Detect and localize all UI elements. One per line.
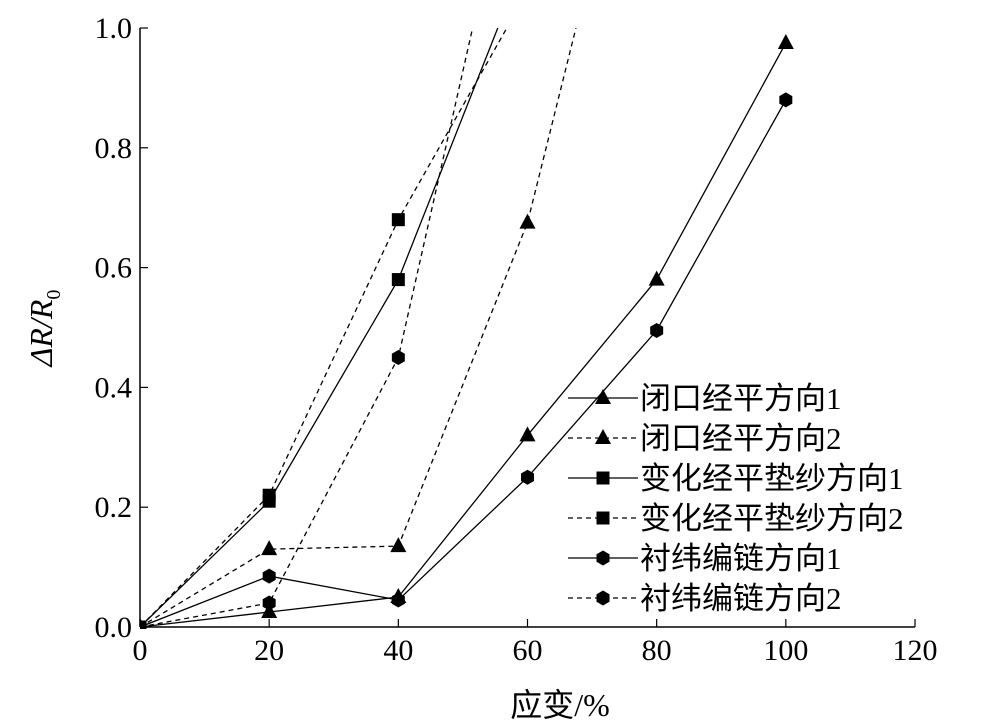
x-tick-label: 20 xyxy=(254,634,284,667)
legend-marker xyxy=(596,511,610,525)
x-tick-label: 80 xyxy=(642,634,672,667)
y-tick-label: 0.0 xyxy=(95,611,133,644)
legend-item: 变化经平垫纱方向2 xyxy=(568,501,904,536)
x-axis-label: 应变/% xyxy=(510,687,610,723)
legend-label: 衬纬编链方向2 xyxy=(640,581,842,616)
data-point xyxy=(777,33,794,49)
legend-item: 闭口经平方向1 xyxy=(568,381,842,416)
legend-marker xyxy=(595,429,611,444)
series-4 xyxy=(140,27,508,629)
series-5 xyxy=(140,92,793,629)
legend-label: 衬纬编链方向1 xyxy=(640,541,842,576)
x-tick-label: 120 xyxy=(893,634,938,667)
legend-marker xyxy=(596,590,610,606)
axes: 0 20 40 60 80 100 120 0.0 0.2 0.4 0.6 0.8 1.0 xyxy=(95,12,938,667)
x-tick-label: 100 xyxy=(763,634,808,667)
x-tick-label: 60 xyxy=(513,634,543,667)
legend-marker xyxy=(596,550,610,566)
legend-marker xyxy=(595,389,611,404)
y-axis-label: ΔR/R0 xyxy=(23,290,65,369)
series-line xyxy=(140,27,577,628)
plot-area xyxy=(140,27,794,629)
data-point xyxy=(779,92,793,108)
series-line xyxy=(140,27,508,628)
data-point xyxy=(519,213,536,229)
data-point xyxy=(140,619,147,629)
data-point xyxy=(391,349,405,365)
series-3 xyxy=(140,27,499,629)
y-tick-label: 0.4 xyxy=(95,371,133,404)
legend-label: 闭口经平方向2 xyxy=(640,421,842,456)
data-point xyxy=(262,595,276,611)
series-2 xyxy=(140,27,577,629)
series-line xyxy=(140,27,474,628)
y-tick-label: 1.0 xyxy=(95,12,133,45)
legend-label: 闭口经平方向1 xyxy=(640,381,842,416)
data-point xyxy=(648,270,665,286)
y-tick-label: 0.8 xyxy=(95,132,133,165)
legend: 闭口经平方向1 闭口经平方向2 变化经平垫纱方向1 变化经平垫纱方向2 衬纬编链方向1 衬… xyxy=(568,381,904,616)
y-tick-label: 0.2 xyxy=(95,491,133,524)
x-tick-label: 0 xyxy=(133,634,148,667)
x-tick-label: 40 xyxy=(383,634,413,667)
legend-item: 变化经平垫纱方向1 xyxy=(568,461,904,496)
y-tick-label: 0.6 xyxy=(95,252,133,285)
legend-label: 变化经平垫纱方向2 xyxy=(640,501,904,536)
data-point xyxy=(262,568,276,584)
data-point xyxy=(650,322,664,338)
series-6 xyxy=(140,27,474,629)
legend-marker xyxy=(596,471,610,485)
data-point xyxy=(390,537,407,553)
data-point xyxy=(521,469,534,485)
data-point xyxy=(391,592,405,608)
data-point xyxy=(262,488,276,502)
legend-item: 衬纬编链方向1 xyxy=(568,541,842,576)
data-point xyxy=(519,426,536,442)
series-line xyxy=(140,42,787,628)
series-line xyxy=(140,99,787,628)
data-point xyxy=(391,273,405,287)
data-point xyxy=(391,213,405,227)
legend-item: 衬纬编链方向2 xyxy=(568,581,842,616)
series-line xyxy=(140,27,499,628)
svg-text:ΔR/R0: ΔR/R0 xyxy=(23,290,65,369)
data-point xyxy=(261,540,278,556)
legend-item: 闭口经平方向2 xyxy=(568,421,842,456)
legend-label: 变化经平垫纱方向1 xyxy=(640,461,904,496)
